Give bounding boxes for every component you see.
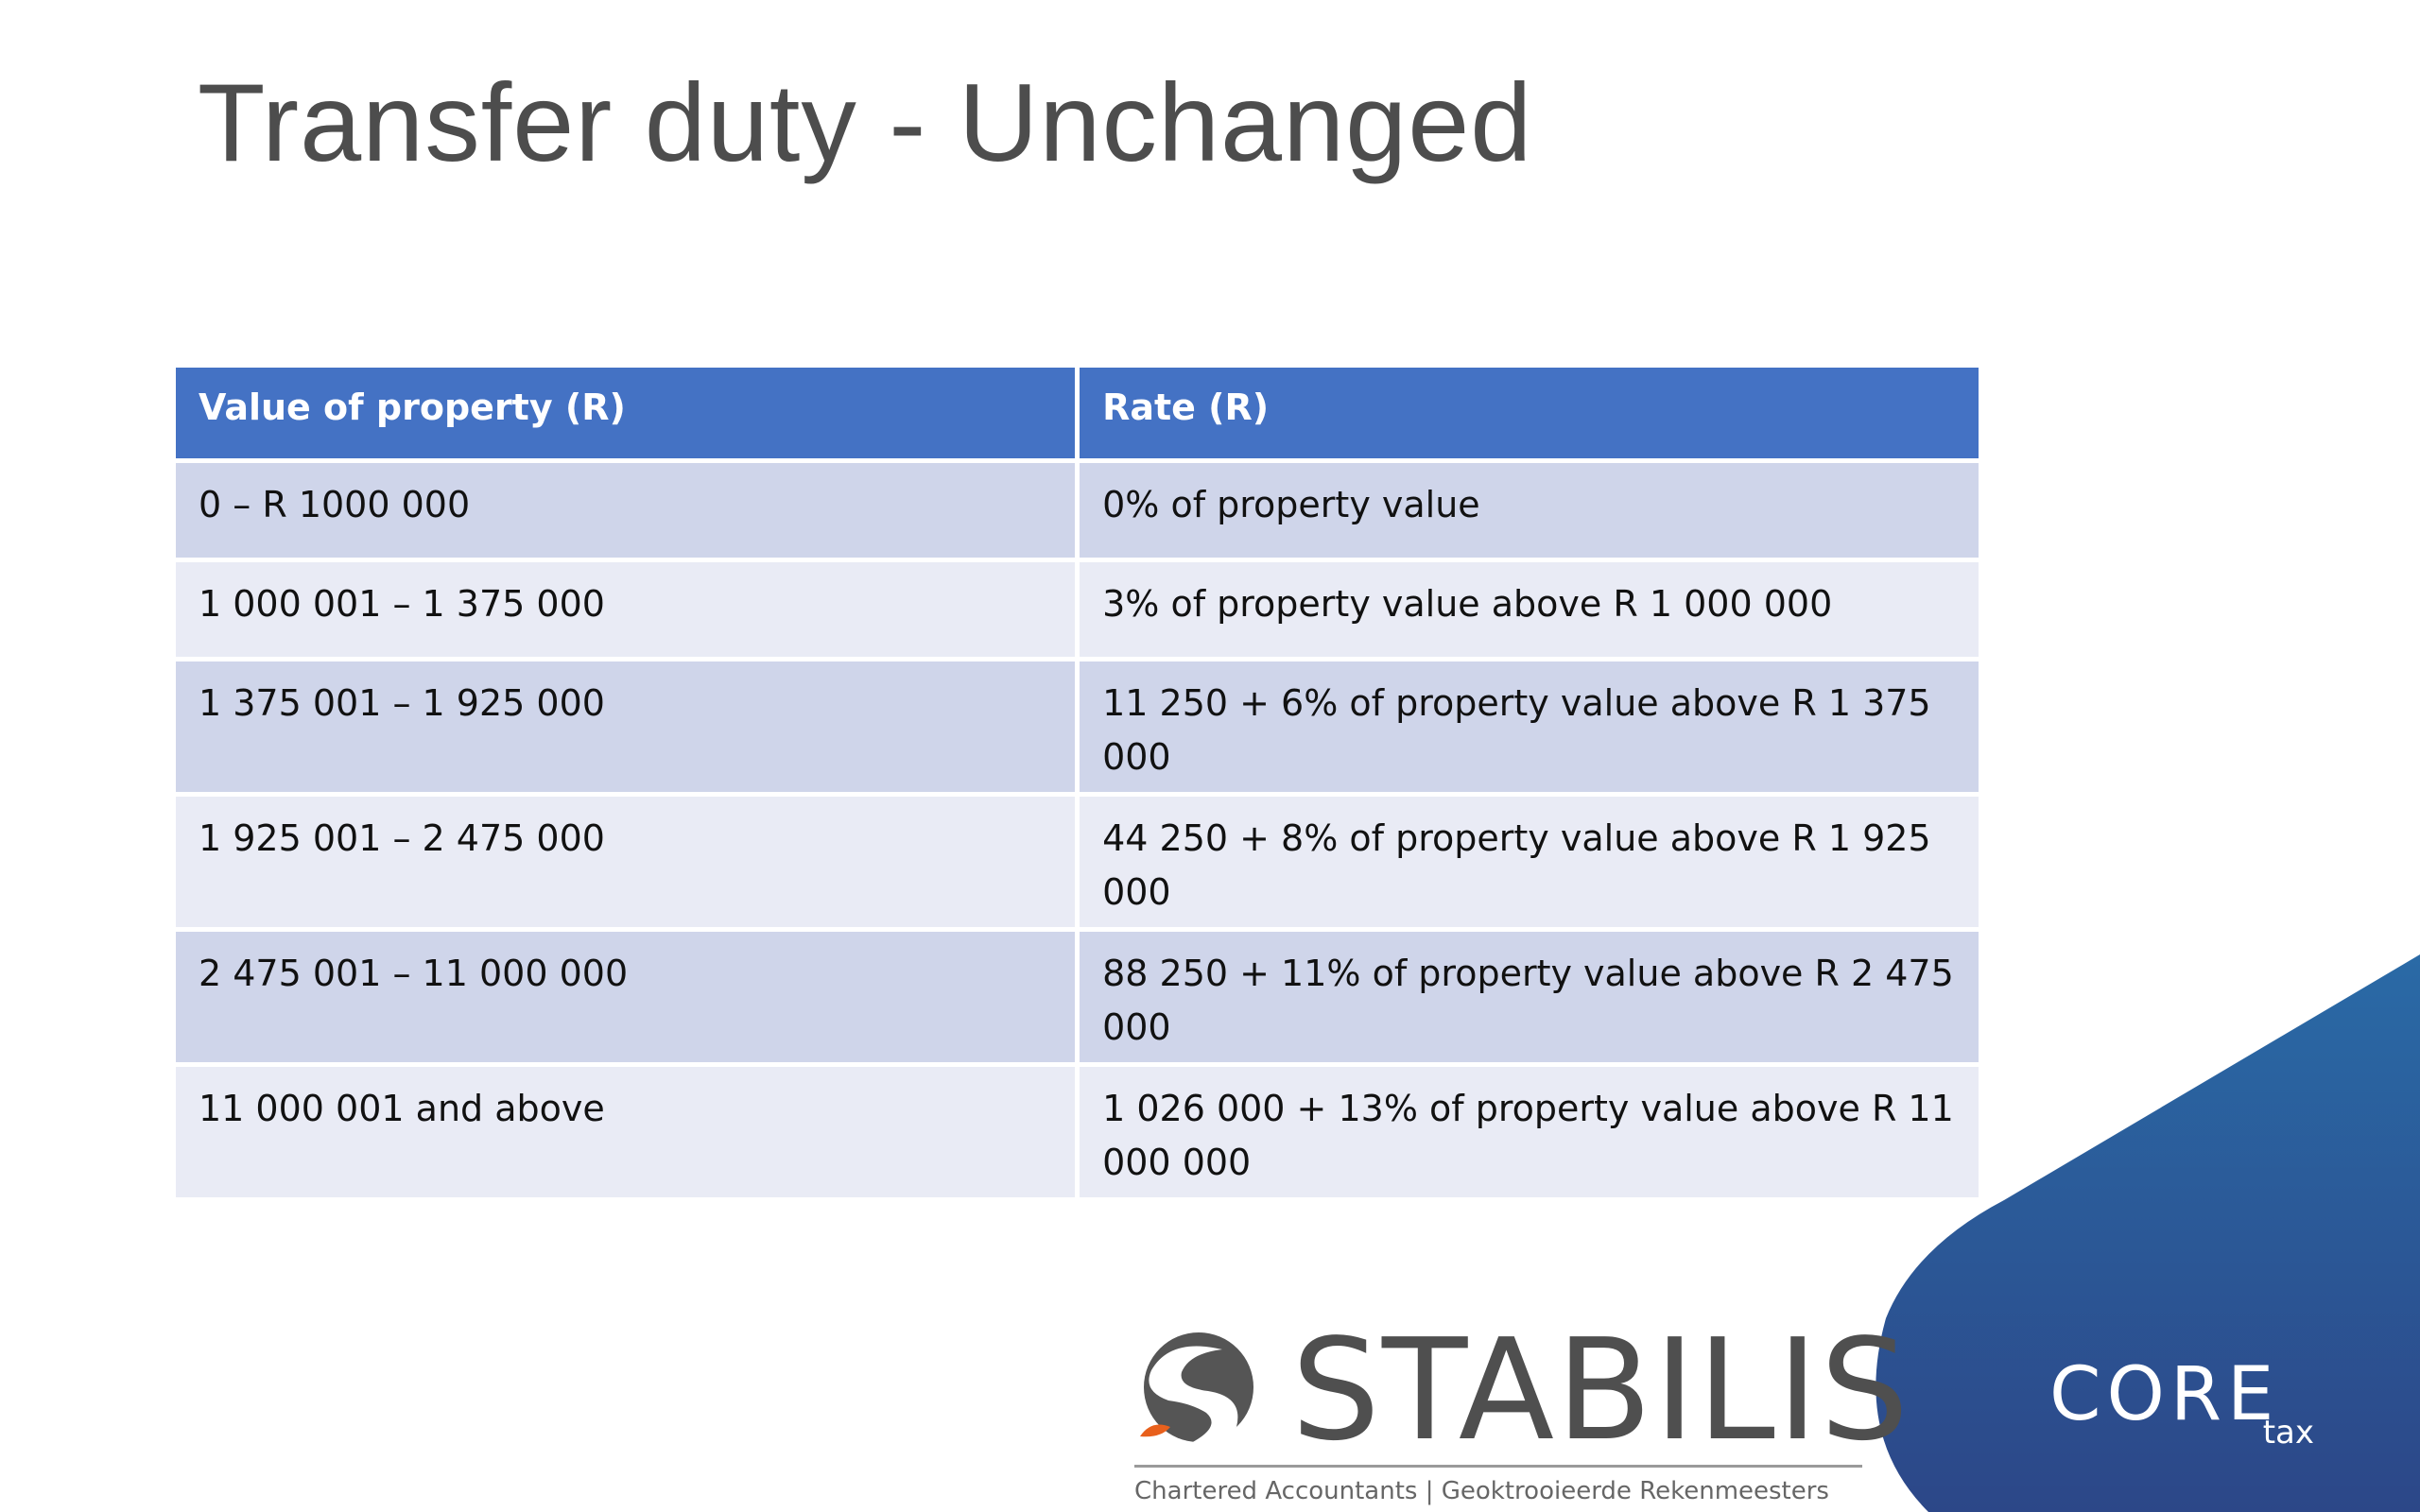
- column-header-rate: Rate (R): [1080, 368, 1979, 458]
- rate-cell: 11 250 + 6% of property value above R 1 …: [1080, 662, 1979, 792]
- column-header-value: Value of property (R): [176, 368, 1076, 458]
- stabilis-divider: [1134, 1465, 1862, 1468]
- table-row: 11 000 001 and above 1 026 000 + 13% of …: [176, 1067, 1979, 1197]
- core-wordmark: CORE: [2049, 1352, 2280, 1437]
- value-cell: 1 375 001 – 1 925 000: [176, 662, 1076, 792]
- value-cell: 1 925 001 – 2 475 000: [176, 797, 1076, 927]
- stabilis-mark-icon: [1140, 1332, 1253, 1445]
- rate-cell: 1 026 000 + 13% of property value above …: [1080, 1067, 1979, 1197]
- table-row: 0 – R 1000 000 0% of property value: [176, 463, 1979, 558]
- value-cell: 0 – R 1000 000: [176, 463, 1076, 558]
- table-header-row: Value of property (R) Rate (R): [176, 368, 1979, 458]
- stabilis-tagline: Chartered Accountants | Geoktrooieerde R…: [1134, 1477, 1829, 1505]
- core-subtitle: tax: [2262, 1414, 2314, 1452]
- table-row: 1 375 001 – 1 925 000 11 250 + 6% of pro…: [176, 662, 1979, 792]
- value-cell: 11 000 001 and above: [176, 1067, 1076, 1197]
- transfer-duty-table: Value of property (R) Rate (R) 0 – R 100…: [171, 363, 1983, 1202]
- stabilis-wordmark: STABILIS: [1291, 1309, 1911, 1471]
- table-row: 1 000 001 – 1 375 000 3% of property val…: [176, 562, 1979, 657]
- slide-title: Transfer duty - Unchanged: [198, 60, 1533, 184]
- table-row: 2 475 001 – 11 000 000 88 250 + 11% of p…: [176, 932, 1979, 1062]
- core-tax-logo: CORE tax: [2049, 1357, 2333, 1452]
- stabilis-logo: STABILIS Chartered Accountants | Geoktro…: [1132, 1319, 1909, 1512]
- value-cell: 2 475 001 – 11 000 000: [176, 932, 1076, 1062]
- rate-cell: 3% of property value above R 1 000 000: [1080, 562, 1979, 657]
- value-cell: 1 000 001 – 1 375 000: [176, 562, 1076, 657]
- rate-cell: 44 250 + 8% of property value above R 1 …: [1080, 797, 1979, 927]
- rate-cell: 0% of property value: [1080, 463, 1979, 558]
- rate-cell: 88 250 + 11% of property value above R 2…: [1080, 932, 1979, 1062]
- table-row: 1 925 001 – 2 475 000 44 250 + 8% of pro…: [176, 797, 1979, 927]
